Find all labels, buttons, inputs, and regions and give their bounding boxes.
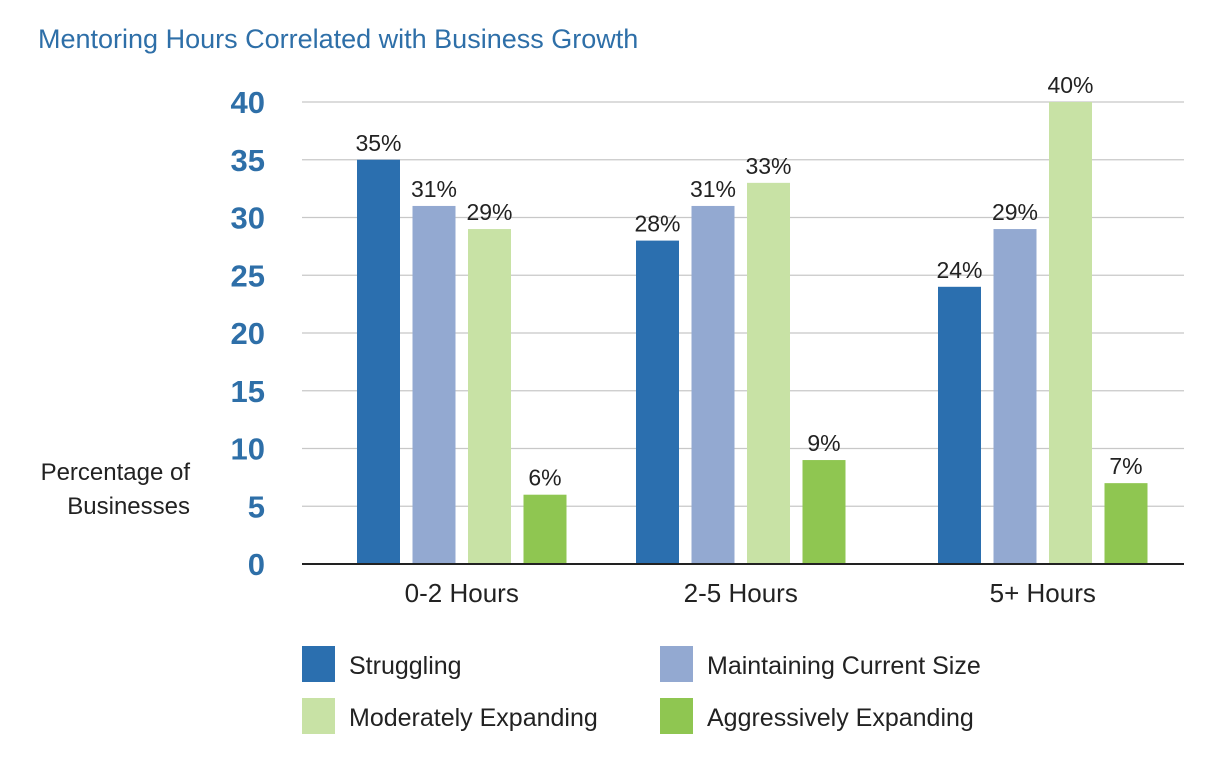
legend-swatch <box>660 646 693 682</box>
data-labels: 35% 31% 29% 6% 28% 31% 33% 9% 24% 29% 40% 7% <box>355 72 1142 491</box>
y-tick-label: 15 <box>231 374 265 409</box>
legend-swatch <box>660 698 693 734</box>
bar <box>1104 483 1148 564</box>
bar <box>802 460 846 564</box>
y-axis-ticks: 0 5 10 15 20 25 30 35 40 <box>231 85 265 582</box>
y-tick-label: 40 <box>231 85 265 120</box>
legend-swatch <box>302 646 335 682</box>
x-tick-label: 2-5 Hours <box>684 578 798 608</box>
bars <box>357 102 1148 565</box>
y-tick-label: 20 <box>231 316 265 351</box>
data-label: 33% <box>745 153 791 179</box>
data-label: 29% <box>466 199 512 225</box>
y-axis-label-line2: Businesses <box>67 493 190 520</box>
bar <box>1049 102 1092 564</box>
data-label: 24% <box>936 257 982 283</box>
bar <box>636 240 679 564</box>
bar <box>357 159 400 564</box>
chart-title: Mentoring Hours Correlated with Business… <box>38 24 638 54</box>
legend-label: Aggressively Expanding <box>707 704 974 732</box>
data-label: 40% <box>1047 72 1093 98</box>
bar <box>412 205 456 564</box>
bar <box>747 182 790 564</box>
y-tick-label: 5 <box>248 489 265 524</box>
data-label: 9% <box>807 430 840 456</box>
legend-label: Maintaining Current Size <box>707 652 981 680</box>
bar <box>691 205 735 564</box>
y-axis-label-line1: Percentage of <box>41 459 191 486</box>
y-tick-label: 35 <box>231 143 265 178</box>
data-label: 31% <box>690 176 736 202</box>
y-tick-label: 30 <box>231 201 265 236</box>
data-label: 35% <box>355 130 401 156</box>
bar <box>523 494 567 564</box>
x-tick-label: 0-2 Hours <box>405 578 519 608</box>
legend-label: Moderately Expanding <box>349 704 598 732</box>
data-label: 31% <box>411 176 457 202</box>
y-tick-label: 0 <box>248 547 265 582</box>
y-tick-label: 25 <box>231 258 265 293</box>
bar <box>468 229 511 565</box>
legend-swatch <box>302 698 335 734</box>
legend: Struggling Maintaining Current Size Modera… <box>302 646 981 734</box>
bar <box>993 229 1037 565</box>
y-tick-label: 10 <box>231 432 265 467</box>
data-label: 6% <box>528 465 561 491</box>
data-label: 29% <box>992 199 1038 225</box>
legend-label: Struggling <box>349 652 462 680</box>
x-axis-ticks: 0-2 Hours 2-5 Hours 5+ Hours <box>405 578 1096 608</box>
bar <box>938 286 981 564</box>
x-tick-label: 5+ Hours <box>990 578 1096 608</box>
data-label: 28% <box>634 211 680 237</box>
data-label: 7% <box>1109 453 1142 479</box>
